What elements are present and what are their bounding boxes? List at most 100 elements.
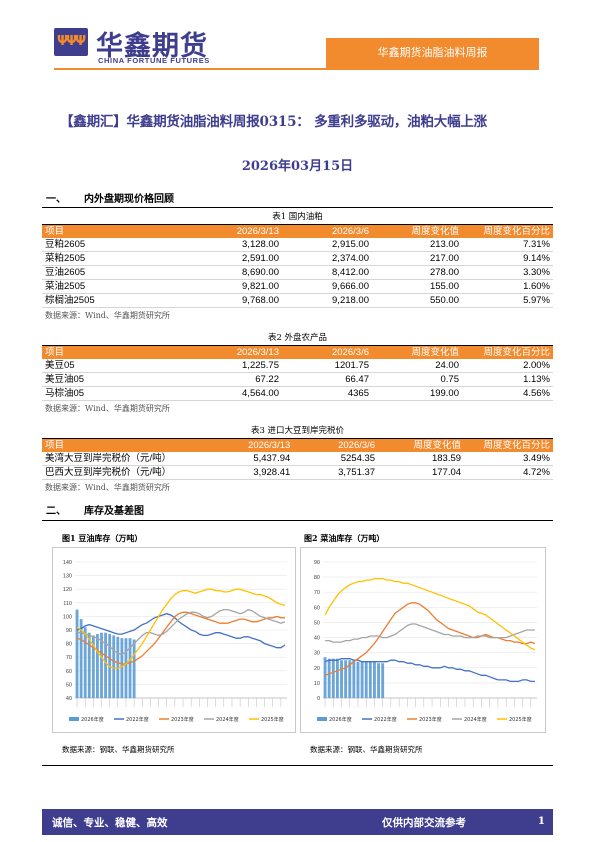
section-heading: 二、 库存及基差图 bbox=[46, 502, 144, 517]
charts-container: 图1 豆油库存（万吨） 图2 菜油库存（万吨） 140 130 120 110 100 9… bbox=[42, 520, 553, 766]
column-header: 周度变化百分比 bbox=[462, 345, 553, 359]
y-tick-label: 30 bbox=[314, 651, 320, 657]
bar-2026年度 bbox=[87, 632, 91, 698]
table-cell: 巴西大豆到岸完税价（元/吨） bbox=[42, 465, 175, 480]
y-tick-label: 90 bbox=[314, 560, 320, 566]
brand-name-en: CHINA FORTUNE FUTURES bbox=[98, 56, 210, 65]
page-number: 1 bbox=[537, 815, 545, 827]
series-line-2022年度 bbox=[324, 658, 535, 683]
series-line-2024年度 bbox=[77, 608, 286, 656]
table-cell: 66.47 bbox=[282, 372, 372, 387]
column-header: 2026/3/13 bbox=[154, 224, 282, 238]
bar-2026年度 bbox=[116, 636, 120, 698]
table-cell: 5.97% bbox=[462, 293, 553, 308]
bar-2026年度 bbox=[344, 660, 348, 698]
table-cell: 马棕油05 bbox=[42, 386, 154, 401]
table-cell: 177.04 bbox=[378, 465, 465, 480]
table-cell: 199.00 bbox=[372, 386, 462, 401]
table-row: 马棕油05 4,564.00 4365 199.00 4.56% bbox=[42, 386, 553, 401]
column-header: 周度变化百分比 bbox=[462, 224, 553, 238]
bar-2026年度 bbox=[327, 658, 331, 698]
bar-2026年度 bbox=[335, 658, 339, 698]
y-tick-label: 50 bbox=[314, 620, 320, 626]
y-tick-label: 110 bbox=[63, 601, 72, 607]
table-cell: 3,928.41 bbox=[174, 465, 294, 480]
chart-title: 图1 豆油库存（万吨） bbox=[62, 533, 143, 543]
table-row: 豆油2605 8,690.00 8,412.00 278.00 3.30% bbox=[42, 265, 553, 280]
table-row: 棕榈油2505 9,768.00 9,218.00 550.00 5.97% bbox=[42, 293, 553, 308]
table-cell: 24.00 bbox=[372, 359, 462, 373]
bar-2026年度 bbox=[128, 638, 132, 698]
table-cell: 8,412.00 bbox=[282, 265, 372, 280]
table-row: 美湾大豆到岸完税价（元/吨） 5,437.94 5254.35 183.59 3.49% bbox=[42, 452, 553, 466]
table-cell: 棕榈油2505 bbox=[42, 293, 154, 308]
bar-2026年度 bbox=[348, 660, 352, 698]
column-header: 周度变化值 bbox=[378, 438, 465, 452]
table-cell: 2,915.00 bbox=[282, 238, 372, 252]
column-header: 2026/3/13 bbox=[174, 438, 294, 452]
table-cell: 9,768.00 bbox=[154, 293, 282, 308]
bar-2026年度 bbox=[100, 632, 103, 698]
bar-2026年度 bbox=[373, 661, 376, 698]
table-cell: 2,591.00 bbox=[154, 251, 282, 266]
table-cell: 9,666.00 bbox=[282, 279, 372, 294]
bar-2026年度 bbox=[75, 609, 79, 698]
series-line-2023年度 bbox=[76, 611, 285, 665]
bar-2026年度 bbox=[323, 657, 327, 698]
table-cell: 2,374.00 bbox=[282, 251, 372, 266]
table-row: 豆粕2605 3,128.00 2,915.00 213.00 7.31% bbox=[42, 238, 553, 252]
table-row: 巴西大豆到岸完税价（元/吨） 3,928.41 3,751.37 177.04 4.72… bbox=[42, 465, 553, 480]
table-cell: 3,128.00 bbox=[154, 238, 282, 252]
y-tick-label: 40 bbox=[314, 636, 320, 642]
table-cell: 菜粕2505 bbox=[42, 251, 154, 266]
brand-name-cn: 华鑫期货 bbox=[96, 31, 208, 62]
column-header: 项目 bbox=[42, 438, 175, 452]
table-overseas-agri: 表2 外盘农产品 项目 2026/3/13 2026/3/6 周度变化值 周度变… bbox=[42, 332, 553, 416]
report-title: 【鑫期汇】华鑫期货油脂油料周报0315： 多重利多驱动，油粕大幅上涨 bbox=[60, 114, 487, 130]
table-cell: 美豆油05 bbox=[42, 372, 154, 387]
legend-label: 2023年度 bbox=[419, 716, 442, 723]
bar-2026年度 bbox=[381, 663, 385, 698]
bar-2026年度 bbox=[360, 661, 364, 698]
column-header: 周度变化百分比 bbox=[464, 438, 553, 452]
section-heading: 一、 内外盘期现价格回顾 bbox=[46, 190, 174, 205]
table-cell: 9,218.00 bbox=[282, 293, 372, 308]
table-cell: 9,821.00 bbox=[154, 279, 282, 294]
table-import-soybean-cost: 表3 进口大豆到岸完税价 项目 2026/3/13 2026/3/6 周度变化值… bbox=[42, 425, 553, 495]
table-cell: 2.00% bbox=[462, 359, 553, 373]
table-cell: 4.56% bbox=[462, 386, 553, 401]
table-row: 菜油2505 9,821.00 9,666.00 155.00 1.60% bbox=[42, 279, 553, 294]
report-date: 2026年03月15日 bbox=[241, 159, 354, 174]
bar-2026年度 bbox=[83, 627, 87, 698]
table-cell: 217.00 bbox=[372, 251, 462, 266]
table-cell: 豆油2605 bbox=[42, 265, 154, 280]
footer-notice: 仅供内部交流参考 bbox=[382, 817, 466, 829]
table-cell: 4,564.00 bbox=[154, 386, 282, 401]
bar-2026年度 bbox=[364, 661, 368, 698]
table-cell: 4365 bbox=[282, 386, 372, 401]
column-header: 2026/3/6 bbox=[282, 345, 372, 359]
bar-2026年度 bbox=[377, 663, 380, 698]
y-tick-label: 60 bbox=[66, 669, 72, 675]
section-number: 一、 bbox=[46, 194, 66, 205]
y-tick-label: 100 bbox=[63, 614, 72, 620]
bar-2026年度 bbox=[120, 638, 124, 698]
bar-2026年度 bbox=[340, 660, 343, 698]
section-number: 二、 bbox=[46, 506, 66, 517]
bar-2026年度 bbox=[356, 661, 360, 698]
series-line-2022年度 bbox=[76, 613, 286, 649]
section-title: 库存及基差图 bbox=[84, 506, 144, 517]
table-caption: 表3 进口大豆到岸完税价 bbox=[42, 425, 553, 439]
bar-2026年度 bbox=[112, 635, 116, 698]
y-tick-label: 70 bbox=[314, 590, 320, 596]
y-tick-label: 140 bbox=[63, 560, 72, 566]
column-header: 周度变化值 bbox=[372, 224, 462, 238]
bar-2026年度 bbox=[79, 619, 83, 698]
table-source: 数据来源：Wind、华鑫期货研究所 bbox=[42, 307, 553, 323]
bar-2026年度 bbox=[95, 634, 99, 698]
table-cell: 213.00 bbox=[372, 238, 462, 252]
table-cell: 5,437.94 bbox=[174, 452, 294, 466]
bar-2026年度 bbox=[124, 638, 128, 698]
y-tick-label: 10 bbox=[314, 681, 320, 687]
